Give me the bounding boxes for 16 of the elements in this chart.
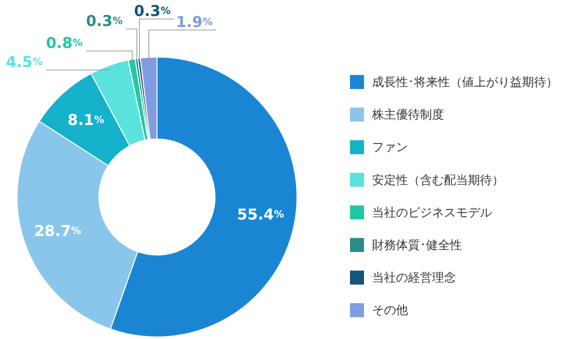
legend-label: 安定性（含む配当期待） — [372, 172, 504, 187]
legend-label: 成長性･将来性（値上がり益期待） — [372, 75, 558, 89]
data-label: 1.9% — [176, 13, 213, 31]
legend-label: 当社の経営理念 — [372, 270, 456, 285]
data-label: 0.3% — [134, 2, 171, 20]
legend-label: 当社のビジネスモデル — [372, 205, 492, 220]
legend-label: 株主優待制度 — [371, 108, 444, 122]
data-label: 4.5% — [6, 53, 43, 71]
data-label: 0.8% — [46, 34, 83, 52]
data-label: 0.3% — [86, 12, 123, 30]
data-label: 8.1% — [68, 110, 104, 129]
data-label: 55.4% — [236, 206, 284, 224]
legend-label: ファン — [372, 140, 408, 154]
data-label: 28.7% — [34, 222, 82, 240]
legend-label: 財務体質･健全性 — [372, 238, 462, 252]
legend-label: その他 — [372, 303, 408, 318]
